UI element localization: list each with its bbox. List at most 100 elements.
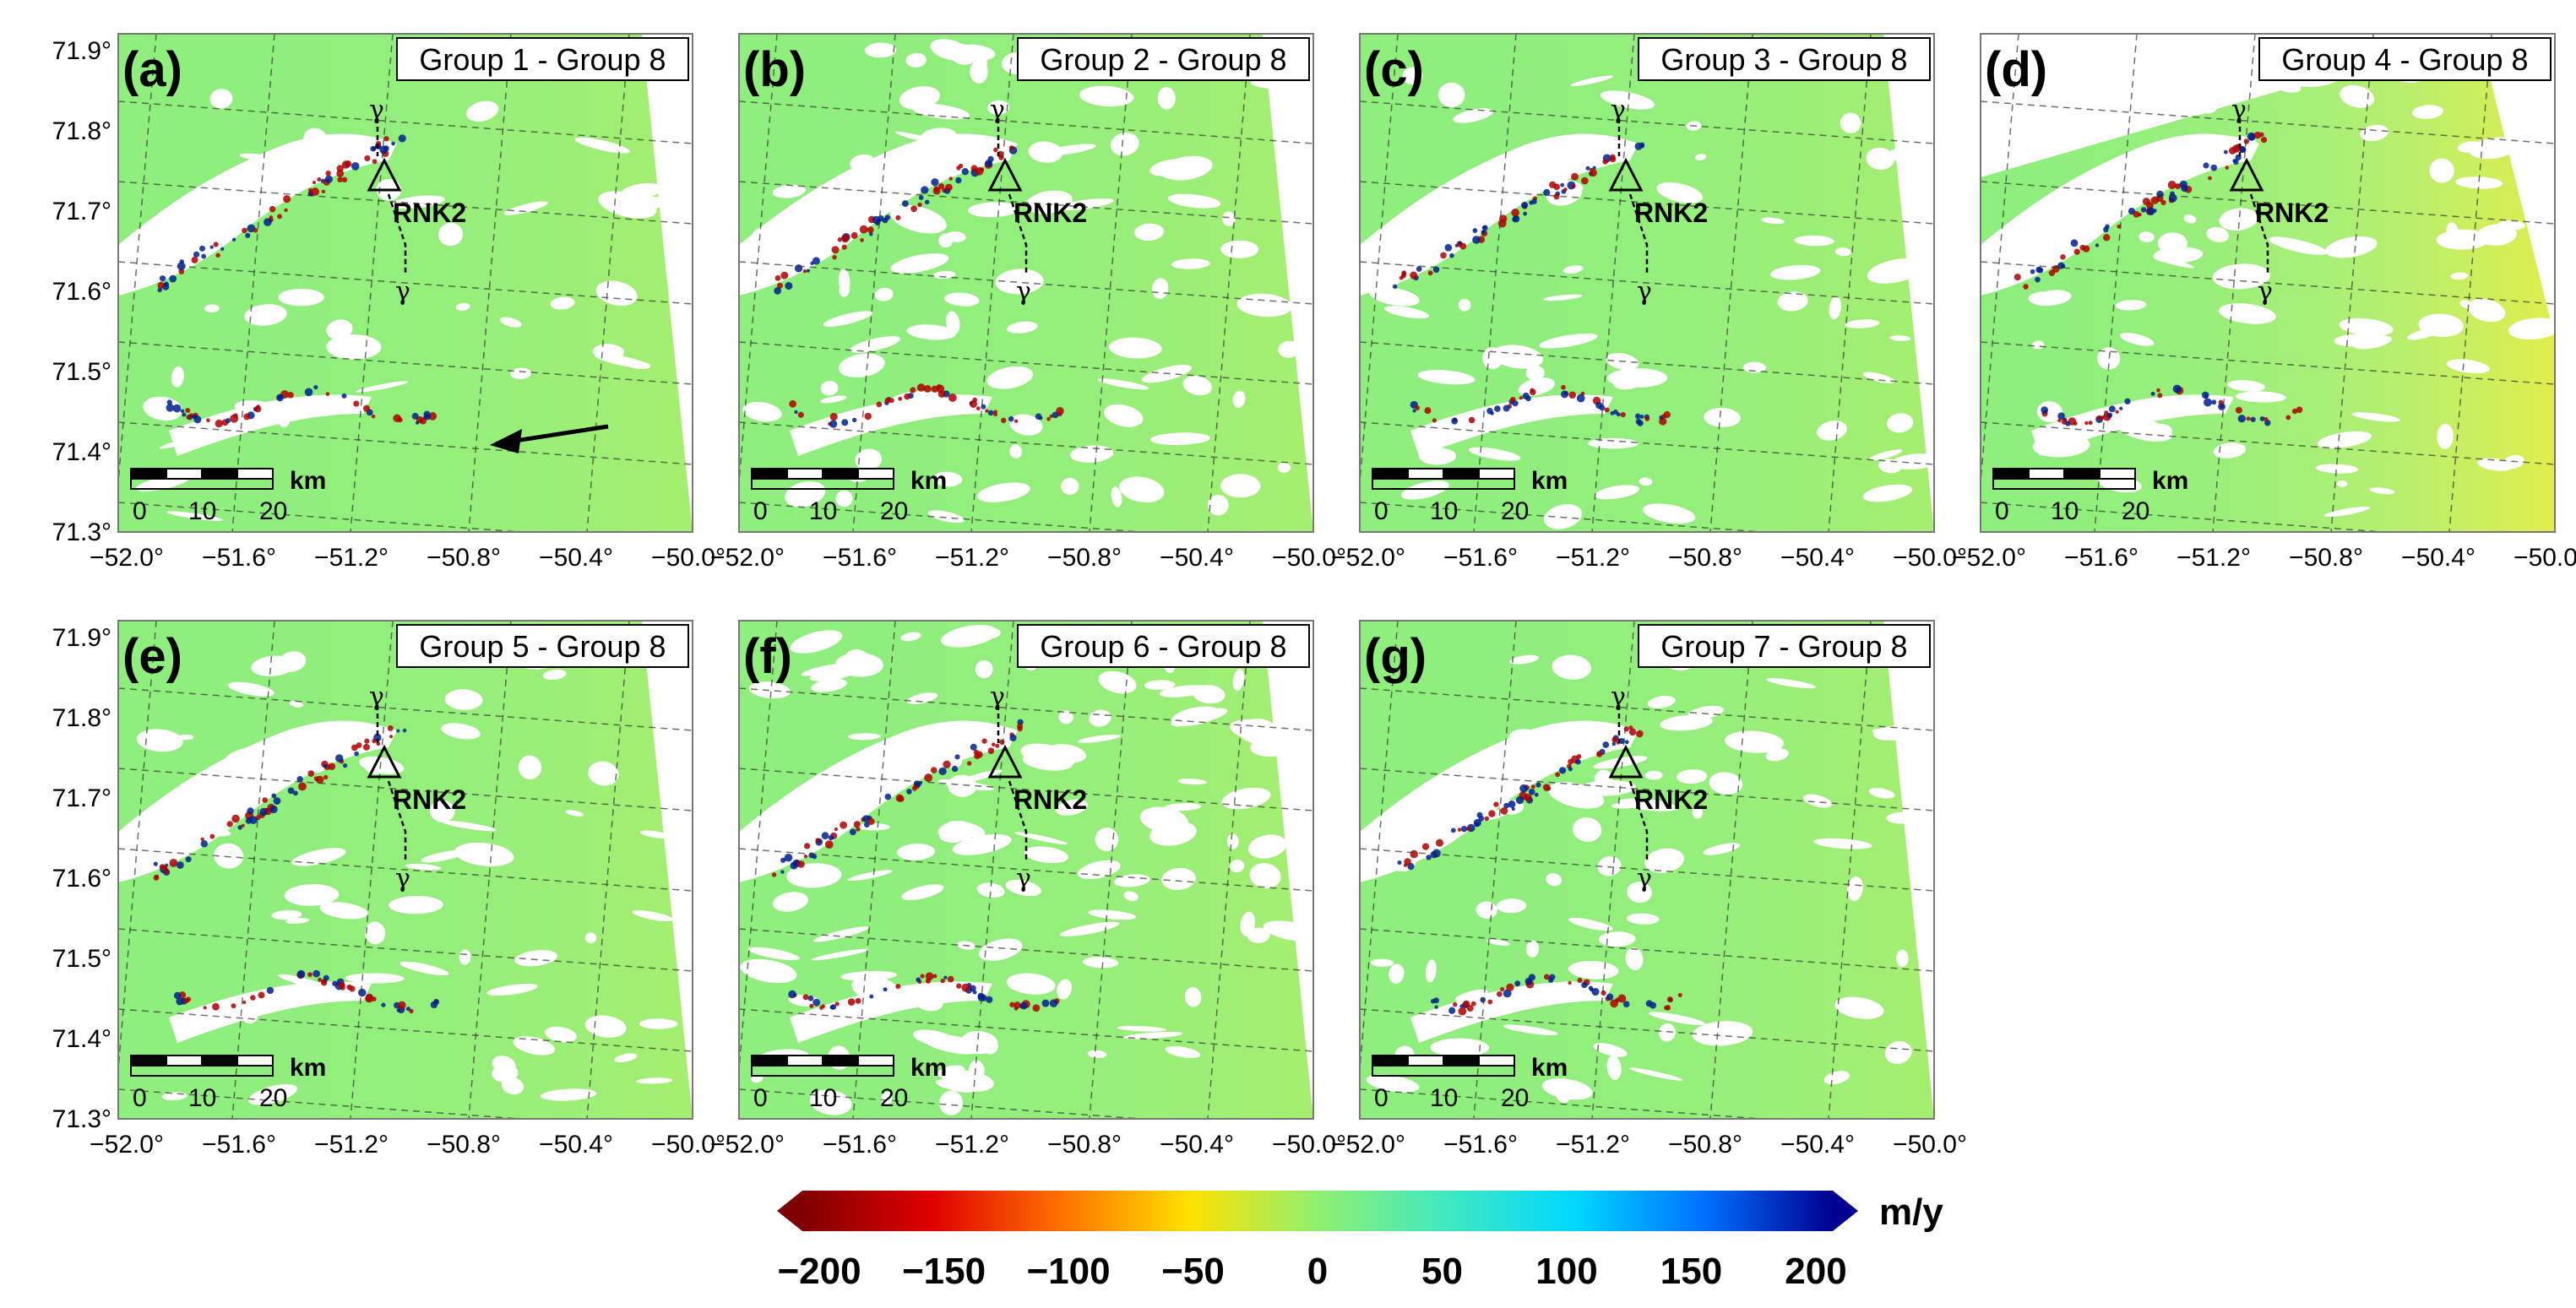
station-label: RNK2 bbox=[1634, 198, 1708, 228]
scale-bar-segment bbox=[822, 1055, 859, 1066]
map-panel: (g)Group 7 - Group 8γγRNK201020km71.9°71… bbox=[1331, 620, 1967, 1159]
scale-bar-unit: km bbox=[2152, 467, 2188, 495]
scale-bar-segment bbox=[1372, 468, 1409, 480]
colorbar-tick-label: −150 bbox=[902, 1251, 986, 1292]
scale-bar-segment bbox=[1407, 468, 1444, 480]
fjord-area bbox=[1360, 133, 1639, 296]
scale-bar-label: 10 bbox=[1430, 1084, 1458, 1112]
scale-bar-label: 0 bbox=[753, 497, 768, 525]
flowline-end-icon: γ bbox=[1016, 277, 1031, 307]
flowline-end-icon: γ bbox=[395, 277, 410, 307]
station-label: RNK2 bbox=[1634, 784, 1708, 815]
scale-bar-segment bbox=[236, 1055, 274, 1066]
lon-tick-label: −50.8° bbox=[1047, 544, 1122, 572]
flowline-end-icon: γ bbox=[369, 95, 384, 125]
scale-bar-segment bbox=[1992, 468, 2030, 480]
lat-tick-label: 71.7° bbox=[52, 198, 111, 225]
scale-bar-label: 20 bbox=[2122, 497, 2149, 525]
scale-bar-segment bbox=[822, 468, 859, 480]
lon-tick-label: −51.6° bbox=[1443, 1131, 1518, 1159]
colorbar-min-arrow-icon bbox=[777, 1191, 802, 1231]
flowline-end-icon: γ bbox=[369, 682, 384, 712]
lon-tick-label: −51.2° bbox=[935, 1131, 1009, 1159]
scale-bar-unit: km bbox=[910, 467, 947, 495]
panel-frame bbox=[738, 33, 1314, 533]
scale-bar-unit: km bbox=[290, 1054, 326, 1082]
panel-frame bbox=[1980, 33, 2556, 533]
fjord-area bbox=[1981, 133, 2259, 296]
group-label: Group 5 - Group 8 bbox=[419, 629, 666, 664]
group-label-box bbox=[1017, 624, 1310, 668]
lat-tick-label: 71.3° bbox=[52, 518, 111, 546]
scale-bar-segment bbox=[857, 468, 894, 480]
panel-frame bbox=[117, 620, 693, 1120]
lon-tick-label: −50.4° bbox=[1160, 544, 1234, 572]
panel-letter: (g) bbox=[1364, 629, 1427, 684]
lat-tick-label: 71.8° bbox=[52, 117, 111, 145]
colorbar-gradient bbox=[802, 1191, 1833, 1231]
scale-bar-label: 20 bbox=[259, 497, 287, 525]
lon-tick-label: −51.2° bbox=[1556, 544, 1630, 572]
group-label-box bbox=[1638, 37, 1931, 81]
group-label-box bbox=[2258, 37, 2552, 81]
lon-tick-label: −50.0° bbox=[2514, 544, 2576, 572]
scale-bar-segment bbox=[201, 468, 238, 480]
flowline bbox=[2238, 118, 2269, 274]
lat-tick-label: 71.7° bbox=[52, 784, 111, 812]
colorbar-tick-label: 0 bbox=[1307, 1251, 1328, 1292]
station-label: RNK2 bbox=[393, 198, 466, 228]
scale-bar-label: 20 bbox=[1501, 497, 1529, 525]
flowline-end-icon: γ bbox=[1016, 864, 1031, 893]
station-label: RNK2 bbox=[1014, 198, 1087, 228]
lon-tick-label: −52.0° bbox=[1952, 544, 2026, 572]
scale-bar-segment bbox=[1478, 468, 1515, 480]
group-label: Group 3 - Group 8 bbox=[1660, 42, 1907, 77]
gps-station-triangle-icon bbox=[987, 157, 1023, 192]
lon-tick-label: −52.0° bbox=[1331, 1131, 1405, 1159]
lon-tick-label: −50.0° bbox=[1272, 544, 1346, 572]
lat-tick-label: 71.9° bbox=[52, 624, 111, 652]
scale-bar-label: 10 bbox=[1430, 497, 1458, 525]
colorbar-unit: m/y bbox=[1879, 1191, 1943, 1233]
gps-station-triangle-icon bbox=[1608, 157, 1644, 192]
panel-frame bbox=[117, 33, 693, 533]
scale-bar-label: 0 bbox=[133, 1084, 147, 1112]
group-label: Group 7 - Group 8 bbox=[1660, 629, 1907, 664]
scale-bar-segment bbox=[1443, 468, 1480, 480]
colorbar-tick-label: 200 bbox=[1785, 1251, 1846, 1292]
scale-bar-label: 10 bbox=[2051, 497, 2079, 525]
scale-bar-segment bbox=[201, 1055, 238, 1066]
lon-tick-label: −50.0° bbox=[651, 1131, 726, 1159]
colorbar-tick-label: −50 bbox=[1161, 1251, 1225, 1292]
scale-bar-segment bbox=[751, 468, 788, 480]
lon-tick-label: −50.8° bbox=[1047, 1131, 1122, 1159]
panel-letter: (d) bbox=[1985, 42, 2047, 97]
flowline bbox=[376, 705, 407, 861]
flowline-end-icon: γ bbox=[990, 95, 1005, 125]
flowline-end-icon: γ bbox=[1611, 682, 1626, 712]
scale-bar-segment bbox=[236, 468, 274, 480]
scale-bar-segment bbox=[786, 1055, 823, 1066]
colorbar-tick-label: 100 bbox=[1535, 1251, 1597, 1292]
scale-bar-label: 10 bbox=[809, 497, 837, 525]
lon-tick-label: −50.0° bbox=[1272, 1131, 1346, 1159]
gps-station-triangle-icon bbox=[1608, 744, 1644, 779]
lat-tick-label: 71.8° bbox=[52, 704, 111, 732]
scale-bar-label: 20 bbox=[259, 1084, 287, 1112]
lon-tick-label: −50.8° bbox=[1668, 1131, 1742, 1159]
flow-direction-arrow bbox=[514, 424, 609, 443]
scale-bar-segment bbox=[857, 1055, 894, 1066]
panel-letter: (f) bbox=[743, 629, 792, 684]
scale-bar-label: 10 bbox=[188, 497, 216, 525]
flowline bbox=[376, 118, 407, 274]
lon-tick-label: −50.4° bbox=[1780, 1131, 1855, 1159]
lon-tick-label: −52.0° bbox=[1331, 544, 1405, 572]
scale-bar-segment bbox=[786, 468, 823, 480]
scale-bar-label: 20 bbox=[880, 1084, 908, 1112]
scale-bar-segment bbox=[166, 468, 203, 480]
lon-tick-label: −51.2° bbox=[935, 544, 1009, 572]
lat-tick-label: 71.4° bbox=[52, 1025, 111, 1053]
panel-letter: (b) bbox=[743, 42, 806, 97]
station-label: RNK2 bbox=[393, 784, 466, 815]
